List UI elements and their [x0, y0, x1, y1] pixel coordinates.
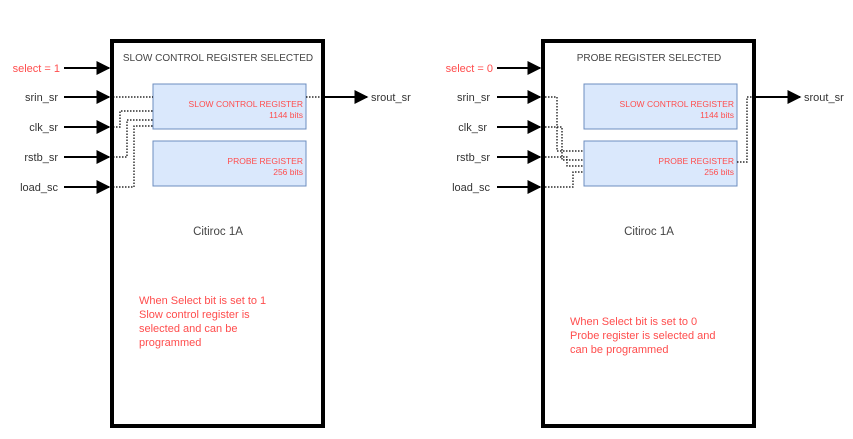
input-label-srin: srin_sr: [25, 92, 58, 104]
chip-header: PROBE REGISTER SELECTED: [577, 53, 721, 64]
input-label-load: load_sc: [20, 182, 58, 194]
input-label-rstb: rstb_sr: [456, 152, 490, 164]
probe-register-name: PROBE REGISTER: [658, 156, 734, 166]
dotted-wiring: [545, 96, 753, 188]
note-line-3: can be programmed: [570, 344, 668, 356]
probe-register: [583, 140, 738, 187]
select-label: select = 0: [446, 63, 493, 75]
slow-control-register-size: 1144 bits: [700, 110, 734, 120]
note-line-2: Slow control register is: [139, 309, 250, 321]
output-label: srout_sr: [371, 92, 411, 104]
input-label-rstb: rstb_sr: [24, 152, 58, 164]
note-line-3: selected and can be: [139, 323, 237, 335]
chip-name: Citiroc 1A: [193, 226, 243, 238]
note-line-1: When Select bit is set to 0: [570, 316, 697, 328]
note-line-1: When Select bit is set to 1: [139, 295, 266, 307]
input-label-srin: srin_sr: [457, 92, 490, 104]
slow-control-register-size: 1144 bits: [269, 110, 303, 120]
probe-register-size: 256 bits: [273, 167, 303, 177]
diagram-slow-control-selected: SLOW CONTROL REGISTER SELECTED select = …: [13, 39, 411, 428]
chip-header: SLOW CONTROL REGISTER SELECTED: [123, 53, 313, 64]
note-line-4: programmed: [139, 337, 201, 349]
chip-name: Citiroc 1A: [624, 226, 674, 238]
output-label: srout_sr: [804, 92, 844, 104]
probe-register-name: PROBE REGISTER: [227, 156, 303, 166]
input-label-load: load_sc: [452, 182, 490, 194]
input-label-clk: clk_sr: [458, 122, 487, 134]
select-label: select = 1: [13, 63, 60, 75]
slow-control-register: [152, 83, 307, 130]
note-line-2: Probe register is selected and: [570, 330, 716, 342]
input-label-clk: clk_sr: [29, 122, 58, 134]
diagram-probe-selected: PROBE REGISTER SELECTED select = 0 srin_…: [446, 39, 844, 428]
slow-control-register-name: SLOW CONTROL REGISTER: [189, 99, 303, 109]
slow-control-register: [583, 83, 738, 130]
probe-register: [152, 140, 307, 187]
slow-control-register-name: SLOW CONTROL REGISTER: [620, 99, 734, 109]
dotted-wiring: [113, 96, 322, 188]
probe-register-size: 256 bits: [704, 167, 734, 177]
